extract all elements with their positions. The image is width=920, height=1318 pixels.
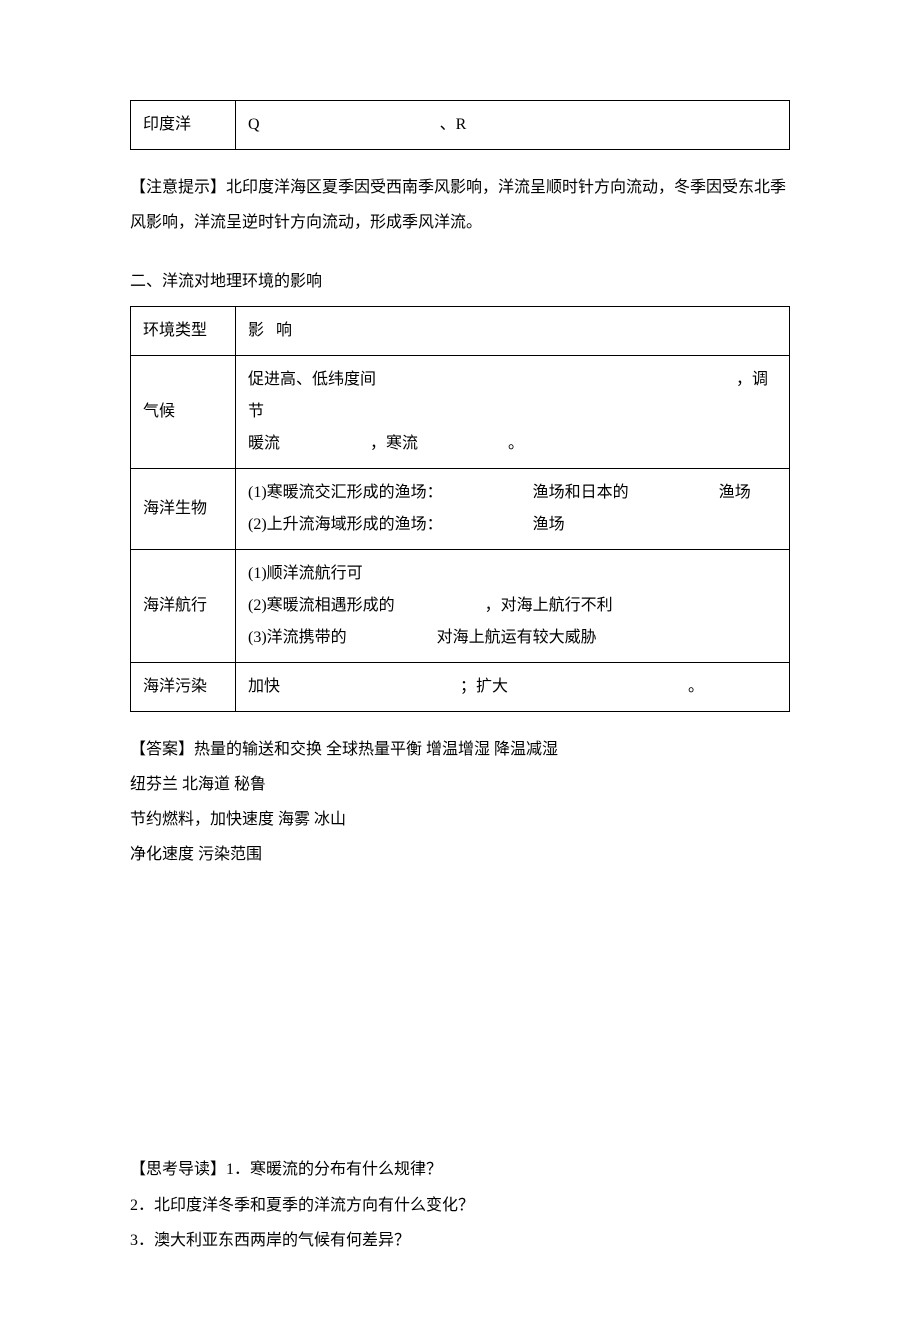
cell-content: Q 、R <box>236 101 790 150</box>
answer-text: 热量的输送和交换 全球热量平衡 增温增湿 降温减湿 <box>194 741 558 758</box>
question-line: 2．北印度洋冬季和夏季的洋流方向有什么变化？ <box>130 1188 790 1223</box>
note-paragraph: 【注意提示】北印度洋海区夏季因受西南季风影响，洋流呈顺时针方向流动，冬季因受东北… <box>130 170 790 240</box>
text-frag: 渔场 <box>533 516 565 533</box>
table-row: 环境类型 影 响 <box>131 306 790 355</box>
table-row: 气候 促进高、低纬度间，调节 暖流，寒流。 <box>131 355 790 468</box>
header-col1: 环境类型 <box>131 306 236 355</box>
note-text: 北印度洋海区夏季因受西南季风影响，洋流呈顺时针方向流动，冬季因受东北季风影响，洋… <box>130 179 786 231</box>
text-frag: (2)寒暖流相遇形成的 <box>248 597 395 614</box>
question-line: 3．澳大利亚东西两岸的气候有何差异？ <box>130 1223 790 1258</box>
text-frag: 加快 <box>248 678 280 695</box>
text-frag: (1)顺洋流航行可 <box>248 565 363 582</box>
text-frag: 对海上航运有较大威胁 <box>437 629 597 646</box>
row-content-navigation: (1)顺洋流航行可 (2)寒暖流相遇形成的 ，对海上航行不利 (3)洋流携带的 对海… <box>236 549 790 662</box>
table-row: 海洋污染 加快 ；扩大 。 <box>131 662 790 711</box>
text-frag: 促进高、低纬度间 <box>248 371 376 388</box>
text-frag: ；扩大 <box>460 678 508 695</box>
header-part-b: 响 <box>276 322 292 339</box>
section-heading: 二、洋流对地理环境的影响 <box>130 264 790 299</box>
text-r: 、R <box>440 116 467 133</box>
header-part-a: 影 <box>248 322 264 339</box>
cell-label: 印度洋 <box>131 101 236 150</box>
table-row: 海洋航行 (1)顺洋流航行可 (2)寒暖流相遇形成的 ，对海上航行不利 (3)洋流… <box>131 549 790 662</box>
question-text: 1．寒暖流的分布有什么规律？ <box>226 1161 442 1178</box>
text-frag: (3)洋流携带的 <box>248 629 347 646</box>
table-effects: 环境类型 影 响 气候 促进高、低纬度间，调节 暖流，寒流。 海洋生物 (1)寒… <box>130 306 790 712</box>
row-label-navigation: 海洋航行 <box>131 549 236 662</box>
questions-label: 【思考导读】 <box>130 1161 226 1178</box>
answer-line: 【答案】热量的输送和交换 全球热量平衡 增温增湿 降温减湿 <box>130 732 790 767</box>
table-ocean-row: 印度洋 Q 、R <box>130 100 790 150</box>
row-content-marine: (1)寒暖流交汇形成的渔场：渔场和日本的渔场 (2)上升流海域形成的渔场：渔场 <box>236 468 790 549</box>
answers-label: 【答案】 <box>130 741 194 758</box>
row-content-pollution: 加快 ；扩大 。 <box>236 662 790 711</box>
text-frag: ，对海上航行不利 <box>485 597 613 614</box>
text-frag: (2)上升流海域形成的渔场： <box>248 516 443 533</box>
header-col2: 影 响 <box>236 306 790 355</box>
answer-line: 纽芬兰 北海道 秘鲁 <box>130 767 790 802</box>
answer-line: 净化速度 污染范围 <box>130 837 790 872</box>
table-row: 印度洋 Q 、R <box>131 101 790 150</box>
table-row: 海洋生物 (1)寒暖流交汇形成的渔场：渔场和日本的渔场 (2)上升流海域形成的渔… <box>131 468 790 549</box>
row-label-pollution: 海洋污染 <box>131 662 236 711</box>
row-content-climate: 促进高、低纬度间，调节 暖流，寒流。 <box>236 355 790 468</box>
text-q: Q <box>248 116 260 133</box>
text-frag: (1)寒暖流交汇形成的渔场： <box>248 484 443 501</box>
answer-line: 节约燃料，加快速度 海雾 冰山 <box>130 802 790 837</box>
text-frag: 渔场和日本的 <box>533 484 629 501</box>
answers-block: 【答案】热量的输送和交换 全球热量平衡 增温增湿 降温减湿 纽芬兰 北海道 秘鲁… <box>130 732 790 873</box>
text-frag: 。 <box>508 435 524 452</box>
text-frag: 暖流 <box>248 435 280 452</box>
question-line: 【思考导读】1．寒暖流的分布有什么规律？ <box>130 1152 790 1187</box>
questions-block: 【思考导读】1．寒暖流的分布有什么规律？ 2．北印度洋冬季和夏季的洋流方向有什么… <box>130 1152 790 1258</box>
text-frag: 渔场 <box>719 484 751 501</box>
text-frag: 。 <box>688 678 704 695</box>
row-label-climate: 气候 <box>131 355 236 468</box>
note-label: 【注意提示】 <box>130 179 226 196</box>
text-frag: ，寒流 <box>370 435 418 452</box>
row-label-marine: 海洋生物 <box>131 468 236 549</box>
